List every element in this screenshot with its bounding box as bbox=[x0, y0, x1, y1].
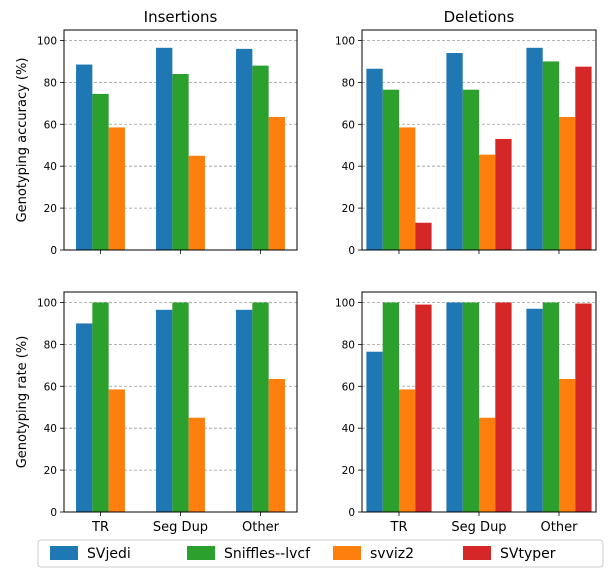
bar bbox=[526, 47, 543, 250]
bar bbox=[236, 309, 253, 512]
panel-3: 0 20 40 60 80 100 TR Seg Dup Other Genotyping rat… bbox=[15, 291, 298, 535]
panel-4: 0 20 40 60 80 100 TR Seg Dup Other bbox=[335, 291, 597, 535]
y-tick-label: 100 bbox=[335, 35, 355, 47]
bar bbox=[108, 127, 125, 250]
bar bbox=[172, 74, 189, 250]
bar bbox=[92, 302, 109, 512]
bar bbox=[446, 302, 463, 512]
legend-label: svviz2 bbox=[370, 546, 414, 562]
y-tick-label: 100 bbox=[37, 35, 57, 47]
bar bbox=[156, 47, 173, 250]
legend: SVjedi Sniffles--lvcf svviz2 SVtyper bbox=[37, 539, 604, 568]
bar bbox=[575, 66, 592, 251]
plot-frame bbox=[63, 29, 298, 251]
bar bbox=[462, 302, 479, 512]
plot-frame bbox=[361, 29, 597, 251]
y-tick-label: 20 bbox=[342, 465, 355, 477]
bar bbox=[415, 304, 432, 512]
y-tick-label: 20 bbox=[342, 203, 355, 215]
bar bbox=[559, 378, 576, 512]
bar bbox=[252, 65, 269, 250]
panel-2: 0 20 40 60 80 100 Deletions bbox=[335, 8, 597, 257]
bar bbox=[188, 155, 205, 250]
y-tick-label: 40 bbox=[44, 423, 57, 435]
panel-title: Deletions bbox=[444, 8, 515, 26]
bar bbox=[462, 89, 479, 250]
y-tick-label: 0 bbox=[348, 245, 355, 257]
y-tick-label: 0 bbox=[50, 245, 57, 257]
bar bbox=[526, 308, 543, 512]
bar bbox=[366, 351, 383, 512]
legend-box bbox=[37, 539, 604, 568]
bar bbox=[366, 68, 383, 250]
plot-frame bbox=[361, 291, 597, 513]
y-tick-label: 20 bbox=[44, 465, 57, 477]
x-tick-label: TR bbox=[91, 520, 109, 535]
y-tick-label: 80 bbox=[342, 339, 355, 351]
bar bbox=[495, 302, 512, 512]
bar bbox=[479, 154, 496, 250]
y-tick-label: 20 bbox=[44, 203, 57, 215]
bar bbox=[495, 138, 512, 250]
bar bbox=[92, 93, 109, 251]
bar bbox=[236, 48, 253, 250]
plot-frame bbox=[63, 291, 298, 513]
bar bbox=[268, 116, 285, 250]
bar bbox=[76, 64, 93, 250]
bar bbox=[399, 127, 416, 250]
legend-label: Sniffles--lvcf bbox=[224, 546, 311, 562]
x-tick-label: TR bbox=[390, 520, 408, 535]
bar bbox=[172, 302, 189, 512]
bar bbox=[382, 302, 399, 512]
y-tick-label: 0 bbox=[50, 507, 57, 519]
bar bbox=[479, 417, 496, 512]
panel-1: 0 20 40 60 80 100 Insertions Genotyping accurac… bbox=[15, 8, 298, 257]
y-tick-label: 100 bbox=[37, 297, 57, 309]
y-axis-label: Genotyping accuracy (%) bbox=[15, 58, 30, 223]
y-tick-label: 100 bbox=[335, 297, 355, 309]
y-tick-label: 0 bbox=[348, 507, 355, 519]
bar bbox=[415, 222, 432, 250]
y-tick-label: 80 bbox=[44, 77, 57, 89]
bar bbox=[542, 302, 559, 512]
bar bbox=[382, 89, 399, 250]
bar bbox=[76, 323, 93, 512]
bar bbox=[446, 53, 463, 250]
bar bbox=[156, 309, 173, 512]
y-tick-label: 40 bbox=[342, 161, 355, 173]
y-tick-label: 40 bbox=[44, 161, 57, 173]
legend-swatch bbox=[463, 546, 491, 560]
bar bbox=[542, 61, 559, 250]
bar bbox=[559, 116, 576, 250]
y-tick-label: 80 bbox=[342, 77, 355, 89]
y-axis-label: Genotyping rate (%) bbox=[15, 336, 30, 469]
y-tick-label: 60 bbox=[44, 381, 57, 393]
bar bbox=[575, 303, 592, 512]
x-tick-label: Other bbox=[242, 520, 280, 535]
bar bbox=[108, 389, 125, 512]
bar bbox=[188, 417, 205, 512]
legend-label: SVtyper bbox=[500, 546, 556, 562]
y-tick-label: 60 bbox=[342, 381, 355, 393]
legend-swatch bbox=[333, 546, 361, 560]
x-tick-label: Seg Dup bbox=[153, 520, 208, 535]
panel-title: Insertions bbox=[144, 8, 218, 26]
legend-swatch bbox=[50, 546, 78, 560]
y-tick-label: 60 bbox=[342, 119, 355, 131]
y-tick-label: 80 bbox=[44, 339, 57, 351]
y-tick-label: 40 bbox=[342, 423, 355, 435]
y-tick-label: 60 bbox=[44, 119, 57, 131]
bar bbox=[399, 389, 416, 512]
bar bbox=[252, 302, 269, 512]
legend-swatch bbox=[187, 546, 215, 560]
legend-label: SVjedi bbox=[87, 546, 131, 562]
x-tick-label: Seg Dup bbox=[451, 520, 506, 535]
x-tick-label: Other bbox=[541, 520, 579, 535]
bar bbox=[268, 378, 285, 512]
